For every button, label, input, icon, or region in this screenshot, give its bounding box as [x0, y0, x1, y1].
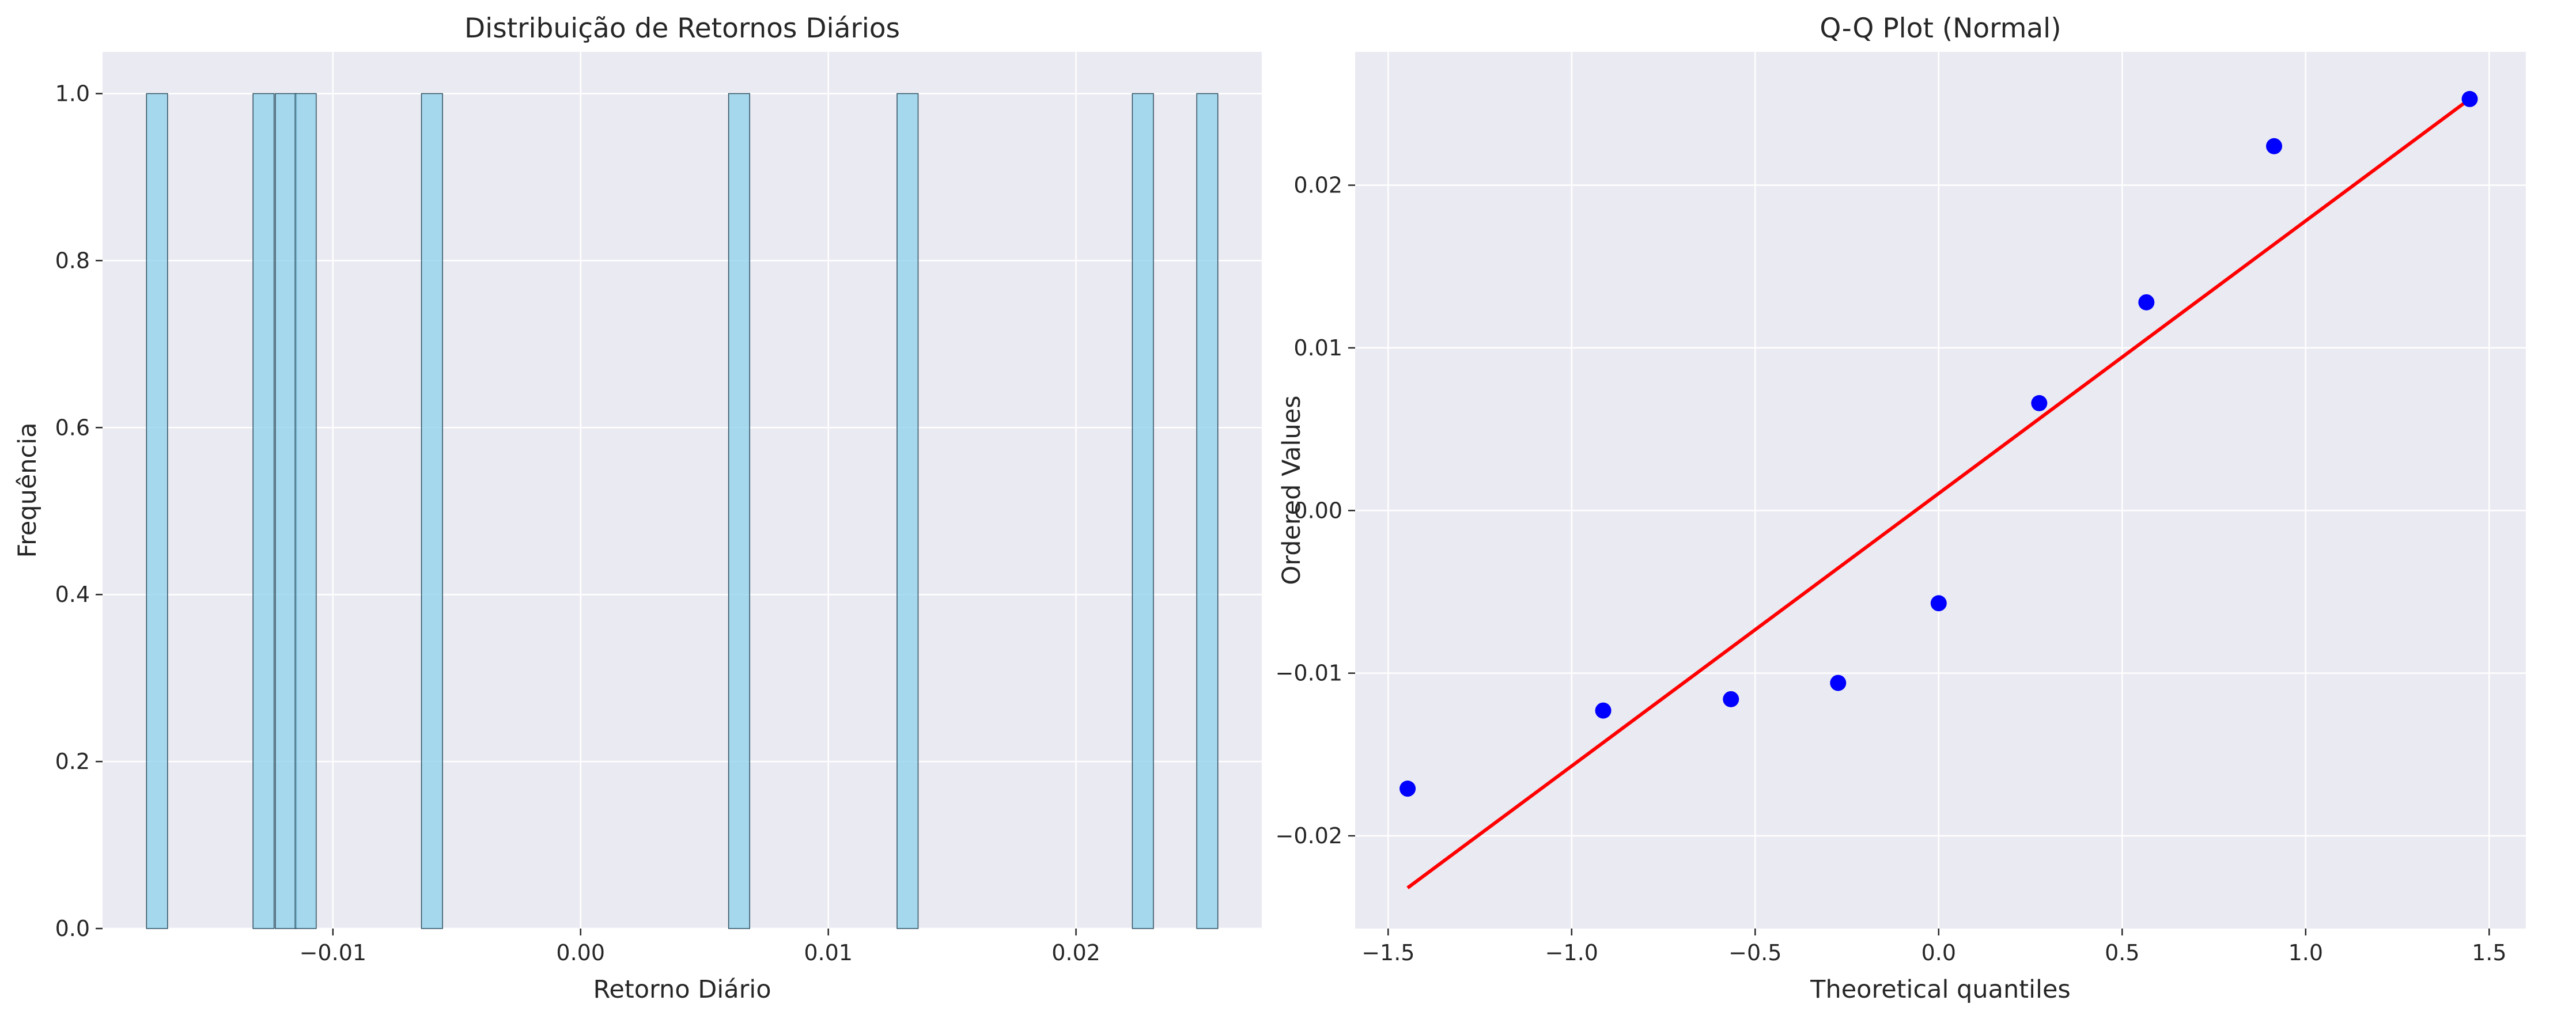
qq-point — [1595, 702, 1612, 719]
histogram-x-ticks: −0.01 0.00 0.01 0.02 — [300, 929, 1100, 965]
y-tick-label: −0.01 — [1276, 661, 1342, 686]
histogram-bar — [897, 93, 919, 929]
histogram-bar — [294, 93, 317, 929]
y-tick-label: 0.01 — [1293, 335, 1342, 361]
x-tick-label: 0.01 — [804, 940, 853, 965]
histogram-bar — [146, 93, 168, 929]
qq-points — [1399, 90, 2478, 797]
qq-point — [2138, 294, 2155, 310]
x-tick-label: 0.5 — [2105, 940, 2139, 965]
histogram-x-axis-label: Retorno Diário — [593, 975, 771, 1004]
qq-y-ticks: −0.02 −0.01 0.00 0.01 0.02 — [1276, 173, 1355, 848]
qq-point — [1723, 691, 1739, 707]
y-tick-label: 0.02 — [1293, 173, 1342, 198]
qq-gridlines — [1355, 52, 2526, 929]
x-tick-label: −0.01 — [300, 940, 366, 965]
histogram-bar — [728, 93, 750, 929]
y-tick-label: 0.2 — [55, 749, 90, 774]
qq-fit-line — [1406, 97, 2471, 889]
y-tick-label: 0.4 — [55, 582, 90, 607]
x-tick-label: 0.00 — [556, 940, 605, 965]
qq-plot-panel: −1.5 −1.0 −0.5 0.0 0.5 1.0 1.5 −0.02 −0.01 0.00 0… — [1276, 13, 2526, 1004]
qq-x-ticks: −1.5 −1.0 −0.5 0.0 0.5 1.0 1.5 — [1361, 929, 2507, 965]
x-tick-label: 0.0 — [1921, 940, 1956, 965]
x-tick-label: −1.5 — [1361, 940, 1414, 965]
histogram-bar — [1132, 93, 1154, 929]
histogram-bar — [275, 93, 297, 929]
y-tick-label: 0.8 — [55, 248, 90, 273]
qq-point — [1930, 595, 1947, 612]
x-tick-label: −1.0 — [1545, 940, 1598, 965]
histogram-bar — [421, 93, 443, 929]
histogram-panel: −0.01 0.00 0.01 0.02 0.0 0.2 0.4 0.6 0.8 1.0 Dis… — [13, 13, 1262, 1004]
qq-y-axis-label: Ordered Values — [1277, 395, 1306, 585]
qq-title: Q-Q Plot (Normal) — [1820, 13, 2061, 44]
x-tick-label: −0.5 — [1728, 940, 1781, 965]
qq-point — [1830, 675, 1847, 691]
x-tick-label: 1.0 — [2288, 940, 2323, 965]
histogram-y-axis-label: Frequência — [13, 423, 42, 558]
y-tick-label: 0.6 — [55, 415, 90, 440]
qq-point — [2031, 395, 2048, 411]
y-tick-label: 0.0 — [55, 916, 90, 941]
histogram-y-ticks: 0.0 0.2 0.4 0.6 0.8 1.0 — [55, 81, 103, 941]
histogram-bar — [252, 93, 275, 929]
x-tick-label: 1.5 — [2472, 940, 2506, 965]
y-tick-label: 0.00 — [1293, 498, 1342, 523]
y-tick-label: −0.02 — [1276, 823, 1342, 848]
qq-x-axis-label: Theoretical quantiles — [1810, 975, 2071, 1004]
histogram-bars — [146, 93, 1219, 929]
qq-point — [1399, 780, 1416, 797]
histogram-title: Distribuição de Retornos Diários — [464, 13, 900, 44]
qq-point — [2266, 138, 2283, 154]
x-tick-label: 0.02 — [1051, 940, 1100, 965]
qq-point — [2461, 90, 2478, 107]
histogram-bar — [1196, 93, 1219, 929]
qq-fit-line-group — [1406, 97, 2471, 889]
y-tick-label: 1.0 — [55, 81, 90, 106]
